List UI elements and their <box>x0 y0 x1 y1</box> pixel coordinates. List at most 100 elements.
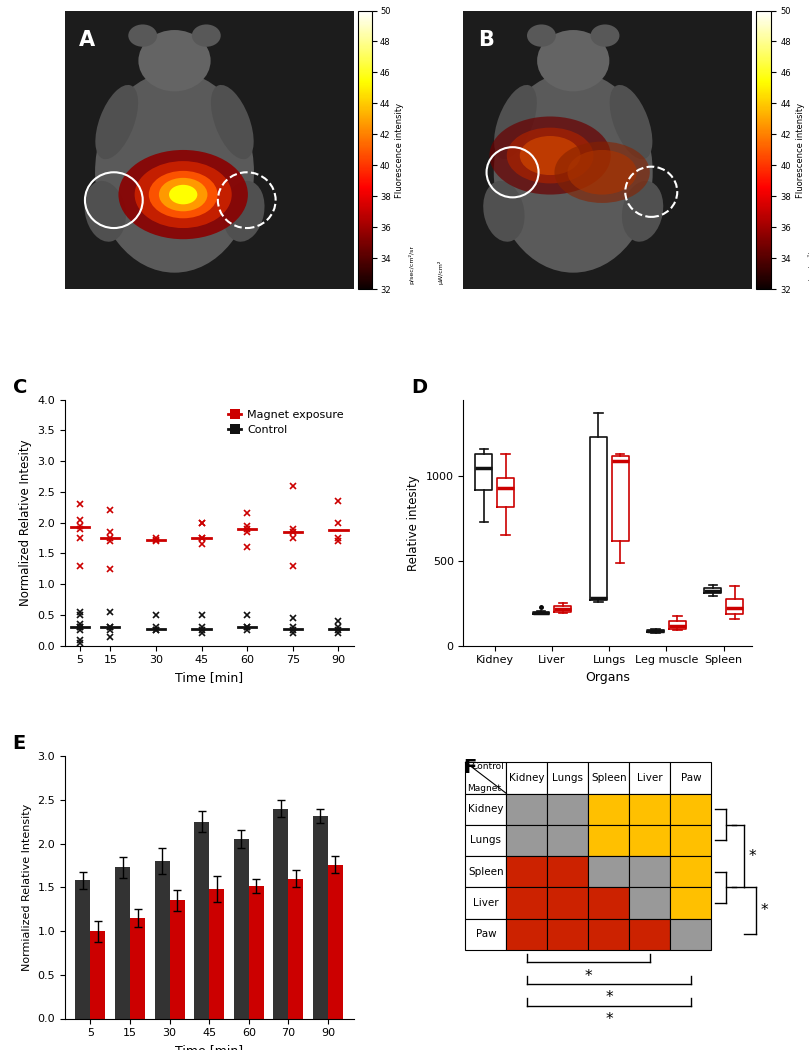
Text: *: * <box>585 968 592 984</box>
Ellipse shape <box>138 30 210 91</box>
Bar <box>273 808 288 1018</box>
Bar <box>234 839 248 1018</box>
Bar <box>328 864 343 1018</box>
Y-axis label: Fluorescence intensity: Fluorescence intensity <box>795 103 805 197</box>
Text: Lungs: Lungs <box>553 773 583 783</box>
Bar <box>506 794 548 824</box>
Bar <box>465 919 506 950</box>
Ellipse shape <box>527 24 556 47</box>
Bar <box>588 824 629 856</box>
Y-axis label: Relative intesity: Relative intesity <box>407 475 420 570</box>
Text: Paw: Paw <box>476 929 496 939</box>
Y-axis label: Fluorescence intensity: Fluorescence intensity <box>395 103 404 197</box>
Bar <box>465 824 506 856</box>
Bar <box>588 856 629 887</box>
Ellipse shape <box>494 85 537 160</box>
Text: *: * <box>760 903 769 918</box>
Text: *: * <box>748 848 756 863</box>
Bar <box>629 856 671 887</box>
Bar <box>629 794 671 824</box>
Bar <box>248 885 264 1018</box>
Bar <box>671 919 711 950</box>
Legend: Magnet exposure, Control: Magnet exposure, Control <box>224 405 348 440</box>
Bar <box>75 880 91 1018</box>
Ellipse shape <box>95 85 138 160</box>
Bar <box>548 794 588 824</box>
X-axis label: Time [min]: Time [min] <box>175 1044 244 1050</box>
Ellipse shape <box>591 24 620 47</box>
Ellipse shape <box>149 171 218 218</box>
Bar <box>629 887 671 919</box>
Text: μW/cm²: μW/cm² <box>438 259 444 284</box>
Bar <box>194 821 210 1018</box>
Ellipse shape <box>506 128 594 184</box>
Ellipse shape <box>567 150 637 194</box>
Bar <box>210 889 224 1018</box>
Ellipse shape <box>610 85 652 160</box>
Ellipse shape <box>192 24 221 47</box>
Bar <box>588 887 629 919</box>
Bar <box>671 887 711 919</box>
Bar <box>115 867 130 1018</box>
Bar <box>548 919 588 950</box>
Text: Kidney: Kidney <box>468 804 504 814</box>
Bar <box>588 919 629 950</box>
Bar <box>465 856 506 887</box>
Bar <box>170 900 184 1018</box>
Text: Magnet: Magnet <box>467 784 501 794</box>
Text: *: * <box>605 990 612 1006</box>
Ellipse shape <box>537 30 609 91</box>
Text: *: * <box>605 1012 612 1027</box>
Bar <box>588 762 629 794</box>
Text: Kidney: Kidney <box>509 773 544 783</box>
Ellipse shape <box>84 181 126 242</box>
Bar <box>629 919 671 950</box>
Ellipse shape <box>169 185 197 205</box>
Ellipse shape <box>483 181 524 242</box>
Text: E: E <box>13 734 26 754</box>
Text: C: C <box>13 378 27 397</box>
Bar <box>588 794 629 824</box>
Text: Spleen: Spleen <box>468 866 504 877</box>
Text: p/sec/cm²/sr: p/sec/cm²/sr <box>409 245 415 284</box>
Bar <box>671 856 711 887</box>
Y-axis label: Normialized Relative Intensity: Normialized Relative Intensity <box>22 803 32 971</box>
Ellipse shape <box>129 24 157 47</box>
Text: Liver: Liver <box>637 773 663 783</box>
X-axis label: Organs: Organs <box>586 671 630 684</box>
Ellipse shape <box>493 71 653 273</box>
Ellipse shape <box>211 85 254 160</box>
Text: A: A <box>79 30 95 50</box>
Bar <box>548 887 588 919</box>
Ellipse shape <box>159 177 207 211</box>
Text: Spleen: Spleen <box>591 773 627 783</box>
Text: F: F <box>464 757 477 777</box>
Bar <box>91 931 105 1018</box>
Bar <box>506 824 548 856</box>
Ellipse shape <box>95 71 254 273</box>
Ellipse shape <box>118 150 248 239</box>
Bar <box>313 816 328 1018</box>
Ellipse shape <box>554 142 650 203</box>
Ellipse shape <box>134 161 231 228</box>
Bar <box>671 762 711 794</box>
Ellipse shape <box>223 181 265 242</box>
Y-axis label: Normalized Relative Intesity: Normalized Relative Intesity <box>19 439 32 606</box>
Bar <box>506 762 548 794</box>
Bar <box>548 762 588 794</box>
Bar <box>671 824 711 856</box>
Bar <box>155 861 170 1018</box>
Text: Lungs: Lungs <box>471 836 502 845</box>
Bar <box>465 794 506 824</box>
Bar <box>465 887 506 919</box>
Ellipse shape <box>520 136 581 175</box>
Bar <box>548 824 588 856</box>
Bar <box>629 824 671 856</box>
Bar <box>506 856 548 887</box>
Text: Liver: Liver <box>473 898 499 908</box>
Bar <box>671 794 711 824</box>
Bar <box>130 918 145 1018</box>
Bar <box>629 762 671 794</box>
Bar <box>506 919 548 950</box>
Bar <box>288 879 303 1018</box>
